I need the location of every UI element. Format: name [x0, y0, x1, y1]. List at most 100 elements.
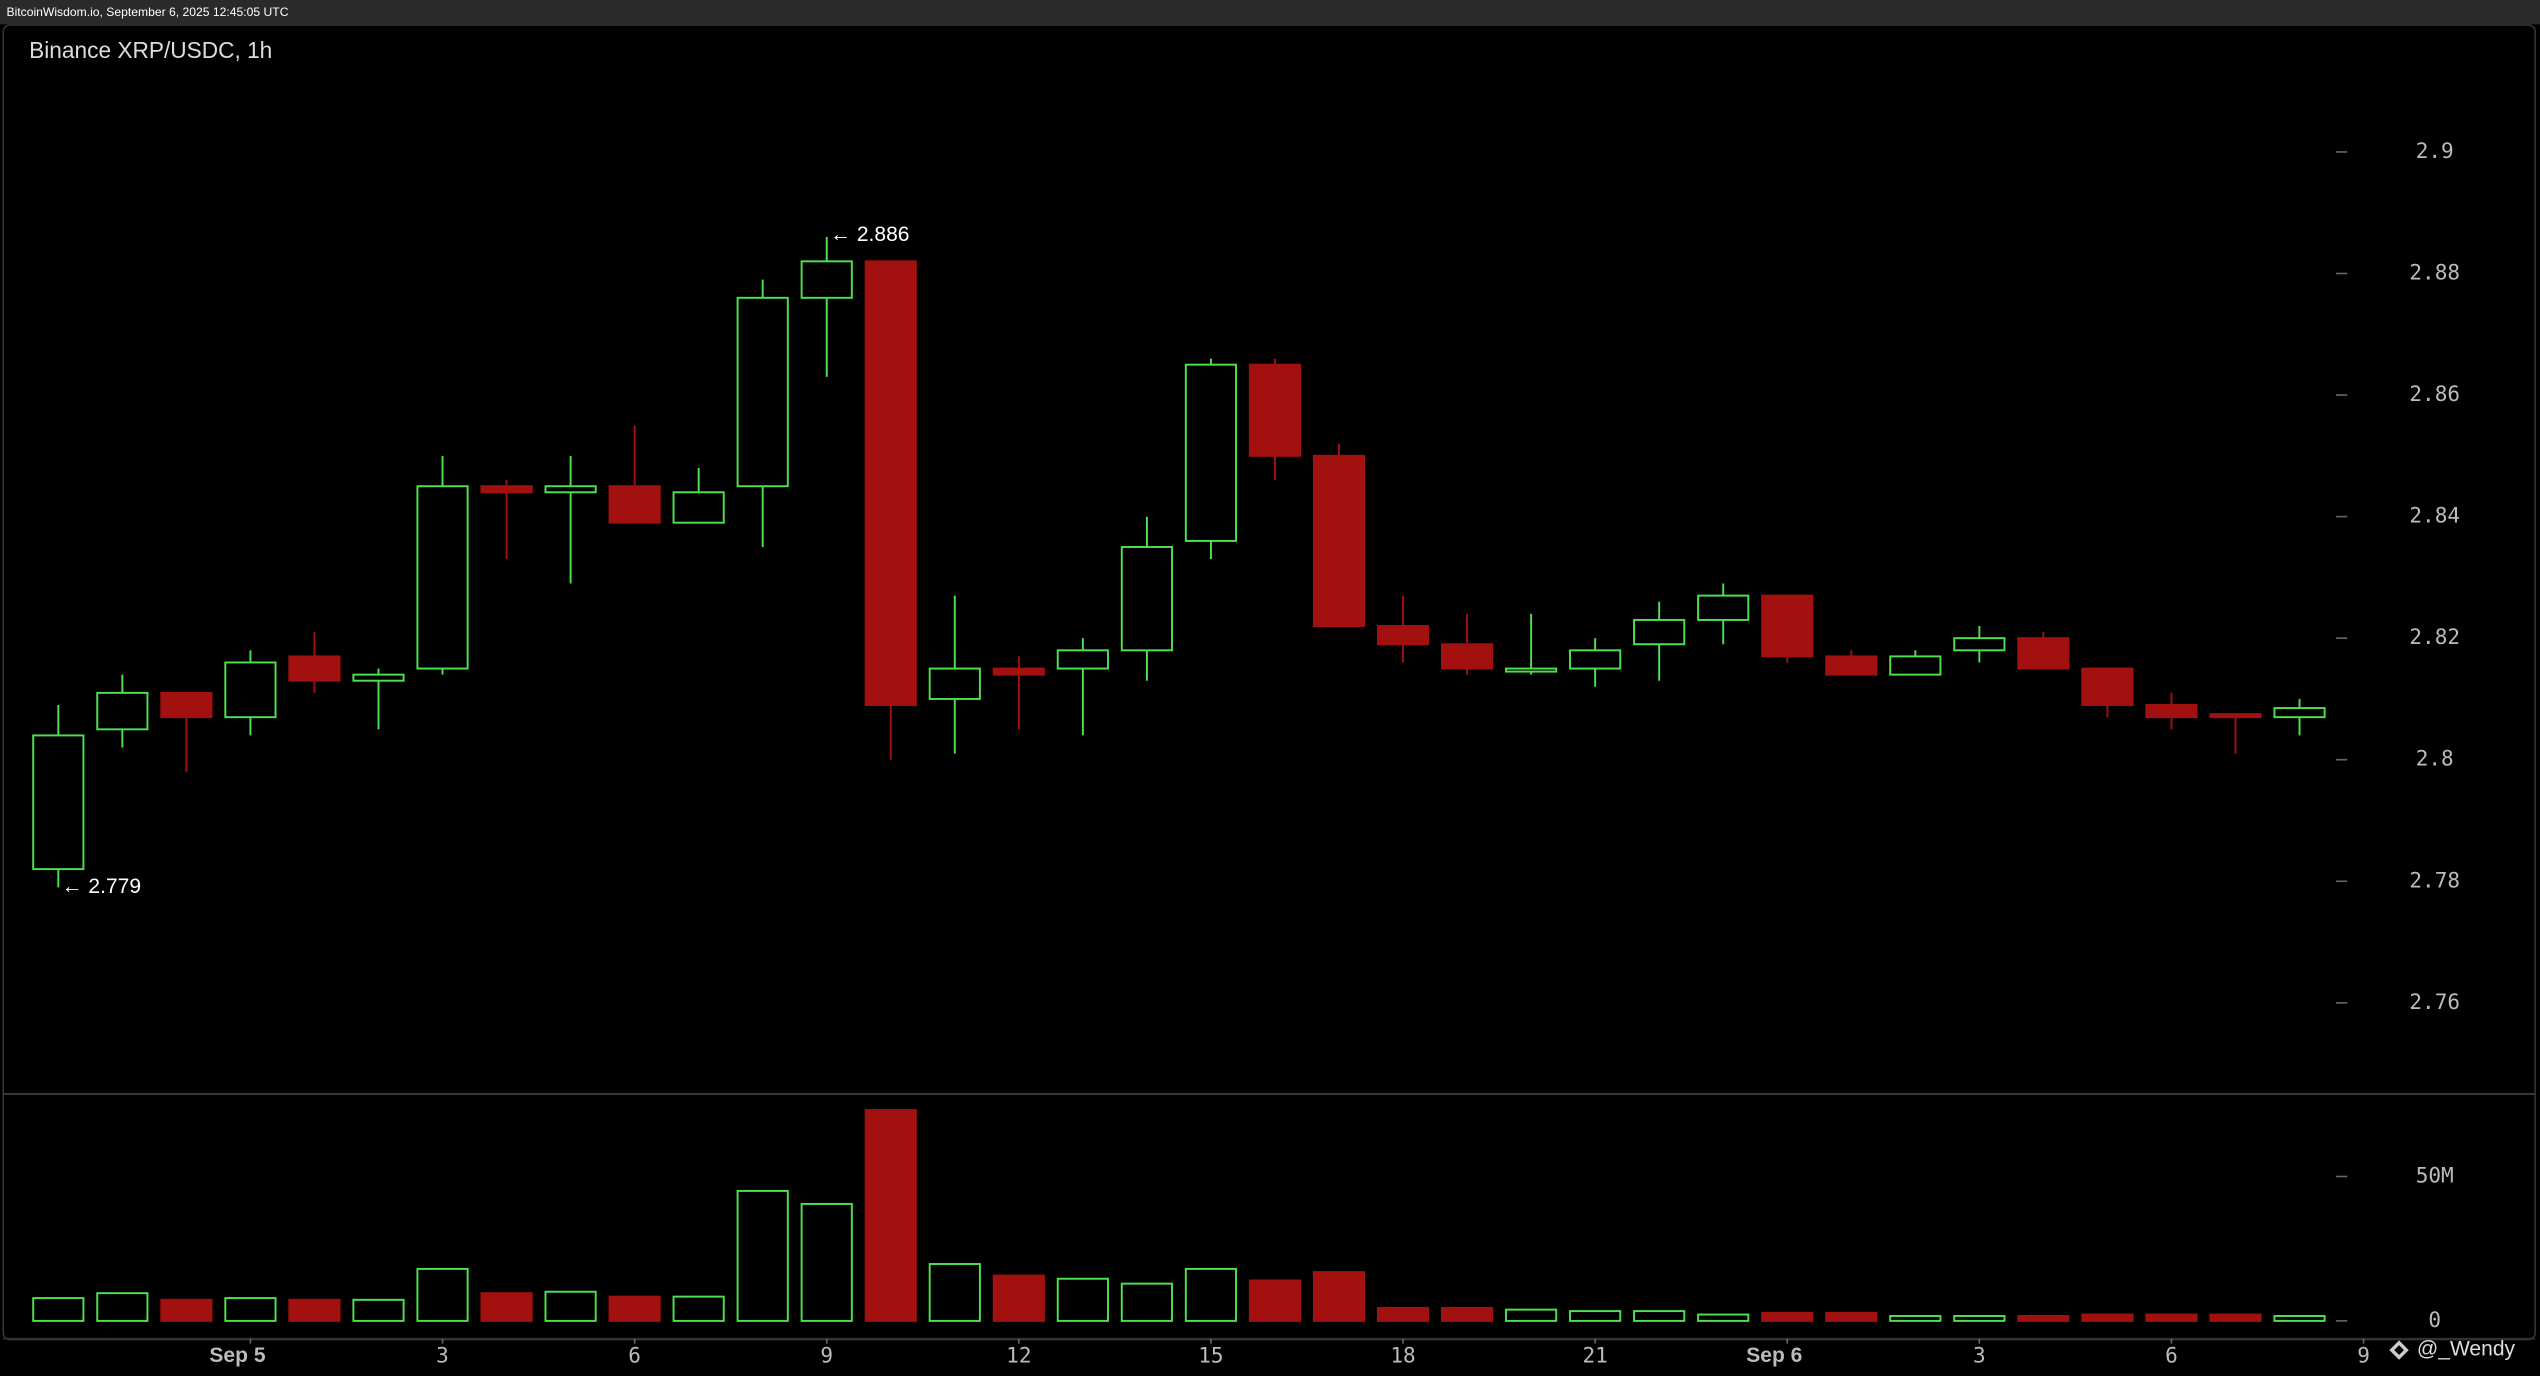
- candle-body: [1184, 363, 1238, 542]
- volume-bar: [1440, 1306, 1494, 1322]
- x-tick-label: 3: [1973, 1343, 1986, 1368]
- candle-body: [672, 491, 725, 524]
- candle-body: [2081, 667, 2134, 706]
- volume-bar: [1120, 1282, 1173, 1322]
- top-bar: [0, 0, 2540, 25]
- candle: [2145, 692, 2198, 730]
- volume-bar: [1569, 1310, 1622, 1322]
- x-tick-label: 9: [820, 1343, 833, 1368]
- volume-bar: [1248, 1279, 1302, 1322]
- y-tick-label: 2.78: [2409, 867, 2460, 892]
- x-tick-label: Sep 5: [209, 1344, 265, 1367]
- candle-body: [1569, 649, 1622, 670]
- volume-bar: [1376, 1306, 1430, 1322]
- candle: [1569, 638, 1622, 687]
- volume-bar: [1953, 1315, 2006, 1322]
- volume-bar: [2017, 1315, 2070, 1322]
- x-tick-label: 21: [1582, 1343, 1607, 1368]
- candle: [1825, 650, 1878, 676]
- volume-bar: [928, 1263, 981, 1322]
- candle-body: [96, 691, 149, 731]
- volume-bar: [2145, 1313, 2198, 1322]
- candle: [928, 595, 981, 754]
- candle-body: [1889, 655, 1942, 676]
- candle: [1633, 601, 1686, 681]
- candle-body: [1440, 643, 1494, 670]
- candle-body: [288, 655, 341, 682]
- candle-body: [544, 485, 597, 494]
- candle-body: [1825, 655, 1878, 676]
- candle-body: [352, 673, 405, 682]
- candle: [864, 260, 917, 760]
- candle: [1761, 594, 1814, 663]
- candle: [2017, 632, 2070, 670]
- candle: [1184, 358, 1238, 560]
- volume-bar: [1184, 1267, 1238, 1322]
- volume-bar: [992, 1274, 1045, 1322]
- volume-bar: [1761, 1311, 1814, 1322]
- y-tick-label: 2.86: [2409, 381, 2460, 406]
- candle: [288, 632, 341, 693]
- volume-bar: [544, 1290, 597, 1322]
- volume-bar: [2209, 1313, 2262, 1322]
- candle-body: [864, 260, 917, 706]
- chart-title: Binance XRP/USDC, 1h: [29, 37, 272, 63]
- candle: [416, 455, 469, 675]
- x-tick-label: 6: [2165, 1343, 2178, 1368]
- volume-tick-label: 0: [2428, 1307, 2441, 1332]
- candle-body: [1312, 454, 1366, 627]
- candle-body: [160, 691, 213, 719]
- volume-bar: [416, 1267, 469, 1322]
- volume-bar: [1697, 1313, 1750, 1322]
- candle: [1953, 626, 2006, 663]
- candle-body: [1953, 637, 2006, 652]
- candle: [1312, 443, 1366, 627]
- x-tick-label: 15: [1198, 1343, 1223, 1368]
- candle: [1440, 613, 1494, 675]
- volume-bar: [352, 1298, 405, 1322]
- candle: [32, 705, 85, 888]
- volume-bar: [288, 1298, 341, 1322]
- candle-body: [800, 260, 853, 299]
- candle: [608, 425, 661, 524]
- candle-body: [928, 667, 981, 700]
- candle-body: [1505, 667, 1558, 673]
- volume-bar: [32, 1297, 85, 1322]
- candle-body: [1056, 649, 1109, 670]
- volume-bar: [1633, 1310, 1686, 1322]
- candle: [736, 279, 789, 547]
- volume-bar: [1056, 1277, 1109, 1322]
- volume-bar: [608, 1295, 661, 1322]
- candle: [224, 650, 277, 736]
- volume-bar: [2273, 1315, 2326, 1322]
- x-tick-label: 6: [628, 1343, 641, 1368]
- volume-tick-label: 50M: [2416, 1162, 2454, 1187]
- volume-bar: [1889, 1315, 1942, 1322]
- x-tick-label: Sep 6: [1746, 1344, 1802, 1367]
- volume-bar: [672, 1295, 725, 1322]
- annotation: ← 2.886: [830, 223, 910, 246]
- volume-bar: [480, 1292, 533, 1322]
- y-tick-label: 2.9: [2416, 138, 2454, 163]
- candle-body: [416, 485, 469, 670]
- volume-bar: [2081, 1313, 2134, 1322]
- candle: [2081, 667, 2134, 718]
- candle-body: [2273, 707, 2326, 719]
- volume-bar: [1312, 1271, 1366, 1322]
- candle: [1697, 583, 1750, 645]
- candle-body: [224, 661, 277, 719]
- watermark-logo: [2389, 1340, 2409, 1360]
- candle: [2273, 698, 2326, 736]
- volume-bar: [96, 1292, 149, 1322]
- candle-body: [1697, 594, 1750, 621]
- candle: [352, 668, 405, 730]
- candle-body: [2017, 637, 2070, 670]
- candle-body: [1376, 625, 1430, 646]
- candle: [480, 480, 533, 560]
- y-tick-label: 2.8: [2416, 746, 2454, 771]
- x-tick-label: 12: [1006, 1343, 1031, 1368]
- volume-bar: [736, 1189, 789, 1322]
- candle-body: [1761, 594, 1814, 658]
- candle-body: [2209, 713, 2262, 719]
